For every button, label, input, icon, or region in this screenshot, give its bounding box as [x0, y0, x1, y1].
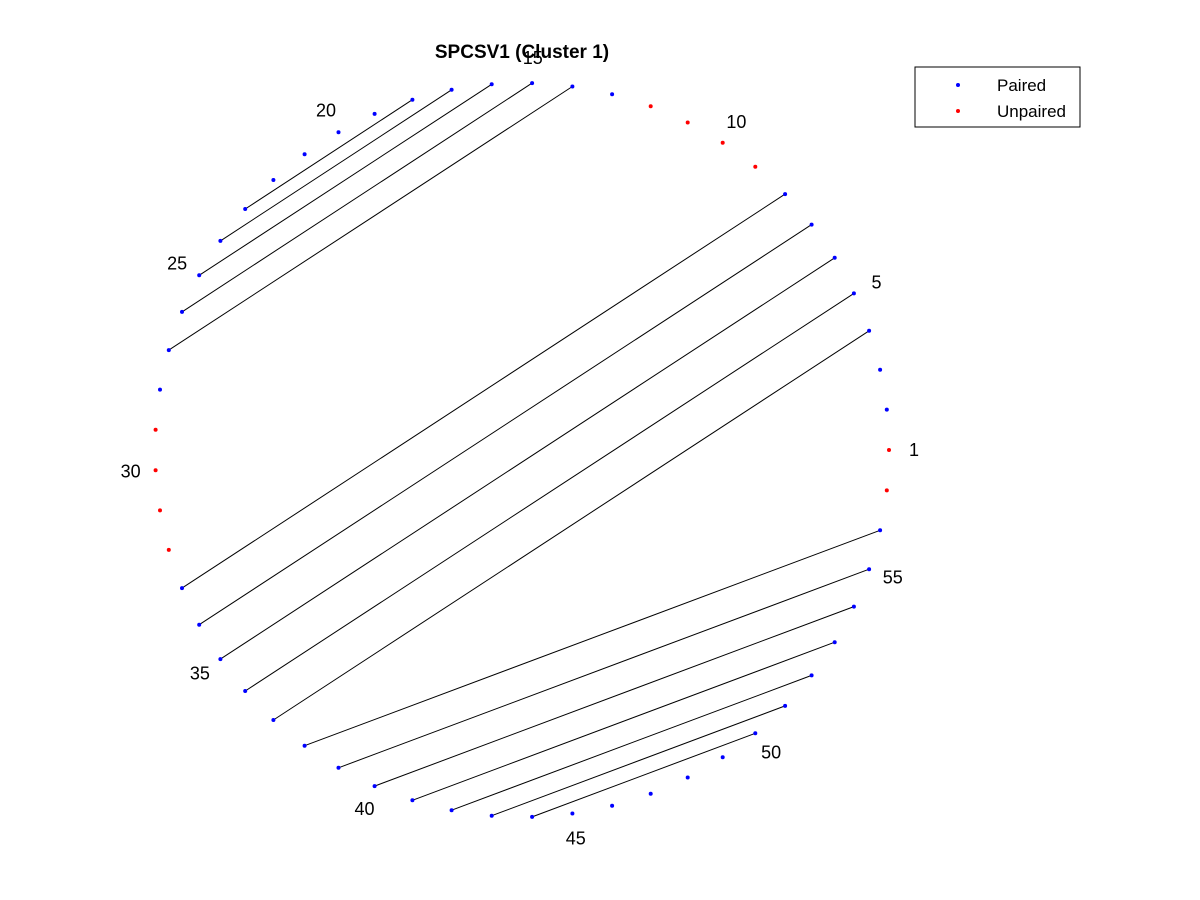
paired-dot-28 [158, 387, 162, 392]
paired-dot-21 [302, 152, 307, 157]
unpaired-dot-1 [887, 448, 891, 452]
paired-dot-40 [372, 784, 377, 789]
paired-dot-2 [884, 407, 889, 412]
paired-dot-3 [878, 367, 883, 372]
pair-link-51-43 [491, 705, 786, 817]
legend: Paired Unpaired [914, 66, 1081, 128]
position-label-40: 40 [354, 799, 374, 819]
position-label-15: 15 [523, 48, 543, 68]
unpaired-dot-29 [153, 427, 158, 432]
paired-dot-39 [336, 765, 341, 770]
paired-dot-41 [410, 798, 415, 803]
pair-link-14-27 [168, 86, 573, 351]
paired-dot-45 [570, 811, 575, 816]
paired-dot-19 [372, 111, 377, 116]
position-label-1: 1 [909, 440, 919, 460]
pair-link-4-37 [273, 330, 870, 721]
paired-dot-36 [243, 689, 248, 693]
pair-link-55-39 [338, 568, 870, 769]
paired-dot-14 [570, 84, 575, 89]
paired-dot-42 [449, 808, 454, 813]
paired-dot-22 [271, 178, 276, 182]
paired-dot-27 [166, 348, 171, 353]
paired-dot-33 [180, 586, 184, 591]
position-label-30: 30 [121, 462, 141, 482]
paired-dot-23 [243, 207, 248, 211]
paired-dot-13 [610, 92, 615, 97]
paired-dot-38 [302, 743, 307, 748]
paired-dot-24 [218, 238, 223, 243]
legend-label-paired: Paired [997, 76, 1046, 95]
pair-link-56-38 [304, 529, 881, 747]
pair-link-7-34 [198, 224, 812, 626]
legend-marker-paired [956, 83, 960, 87]
paired-dot-51 [783, 703, 788, 708]
paired-dot-15 [530, 81, 535, 86]
pair-link-5-36 [244, 292, 855, 692]
paired-dot-26 [180, 309, 184, 314]
paired-dot-50 [753, 731, 758, 736]
position-label-45: 45 [566, 828, 586, 848]
chart-title: SPCSV1 (Cluster 1) [435, 42, 609, 63]
legend-marker-unpaired [956, 109, 960, 113]
paired-dot-49 [720, 755, 725, 760]
position-label-10: 10 [726, 112, 746, 132]
paired-dot-35 [218, 657, 223, 662]
paired-dot-48 [685, 775, 690, 780]
legend-label-unpaired: Unpaired [997, 102, 1066, 121]
pair-link-8-33 [181, 193, 786, 589]
paired-dot-16 [489, 82, 494, 87]
paired-dot-44 [530, 814, 535, 819]
paired-dot-20 [336, 130, 341, 135]
unpaired-dot-30 [153, 468, 158, 473]
unpaired-dot-12 [648, 104, 653, 109]
position-label-35: 35 [190, 663, 210, 683]
pair-link-52-42 [451, 674, 812, 811]
nucleotide-dots [153, 81, 891, 819]
paired-dot-17 [449, 87, 454, 92]
paired-dot-7 [809, 222, 814, 227]
paired-dot-18 [410, 97, 415, 102]
pair-links [168, 82, 881, 818]
unpaired-dot-9 [753, 164, 758, 169]
paired-dot-43 [489, 813, 494, 818]
position-label-5: 5 [871, 273, 881, 293]
pair-link-6-35 [220, 257, 835, 660]
paired-dot-8 [783, 192, 788, 197]
pair-link-16-25 [198, 83, 492, 276]
position-label-25: 25 [167, 253, 187, 273]
pair-link-17-24 [220, 89, 452, 242]
legend-box [914, 66, 1081, 128]
paired-dot-47 [648, 791, 653, 796]
paired-dot-34 [197, 622, 202, 627]
paired-dot-46 [610, 803, 615, 808]
paired-dot-56 [878, 528, 883, 533]
paired-dot-37 [271, 718, 276, 722]
unpaired-dot-32 [166, 547, 171, 552]
unpaired-dot-11 [685, 120, 690, 125]
paired-dot-52 [809, 673, 814, 678]
paired-dot-25 [197, 273, 202, 278]
unpaired-dot-57 [884, 488, 889, 493]
paired-dot-4 [867, 328, 872, 333]
pair-link-50-44 [531, 732, 756, 818]
paired-dot-6 [832, 255, 837, 260]
pair-link-15-26 [181, 82, 533, 313]
paired-dot-54 [851, 604, 856, 609]
pair-link-53-41 [412, 641, 835, 801]
position-label-50: 50 [761, 743, 781, 763]
position-label-55: 55 [883, 567, 903, 587]
position-label-20: 20 [316, 101, 336, 121]
paired-dot-53 [832, 640, 837, 645]
paired-dot-55 [867, 567, 872, 572]
unpaired-dot-31 [158, 508, 162, 513]
paired-dot-5 [851, 291, 856, 296]
unpaired-dot-10 [720, 140, 725, 145]
pair-link-18-23 [244, 99, 413, 210]
pair-link-54-40 [374, 606, 855, 787]
